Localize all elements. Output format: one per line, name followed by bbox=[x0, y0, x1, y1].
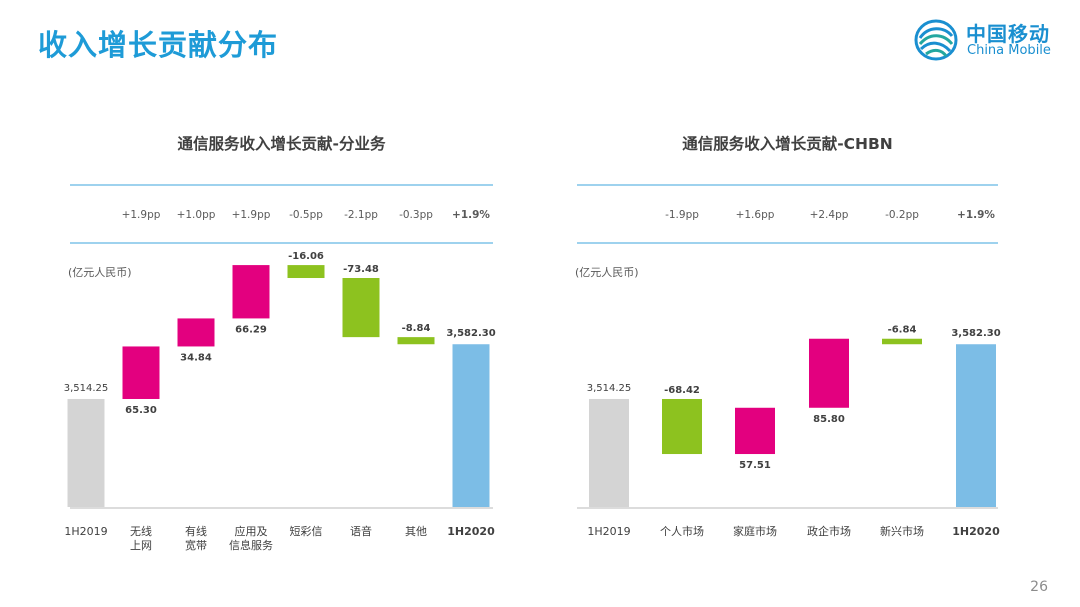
chart1-contribution-1: +1.9pp bbox=[122, 209, 161, 221]
chart2-category-3: 政企市场 bbox=[807, 524, 851, 538]
chart2-category-5: 1H2020 bbox=[952, 525, 1000, 538]
chart1-bar-1 bbox=[122, 346, 160, 399]
chart1-category-3: 应用及信息服务 bbox=[229, 524, 273, 552]
chart1-label-start: 3,514.25 bbox=[64, 383, 109, 394]
chart1-category-0: 1H2019 bbox=[64, 525, 107, 538]
chart1-category-5: 语音 bbox=[350, 524, 372, 538]
chart2-title: 通信服务收入增长贡献-CHBN bbox=[682, 134, 893, 153]
chart1-bar-6 bbox=[397, 337, 435, 345]
chart1-bar-2 bbox=[177, 318, 215, 347]
chart2-contribution-1: -1.9pp bbox=[665, 209, 699, 221]
chart2-unit-label: (亿元人民币) bbox=[575, 266, 639, 279]
chart1-label-end: 3,582.30 bbox=[446, 328, 495, 339]
chart2-category-2: 家庭市场 bbox=[733, 524, 777, 538]
chart2-label-4: -6.84 bbox=[888, 325, 917, 336]
chart1-contribution-6: -0.3pp bbox=[399, 209, 433, 221]
chart2-label-3: 85.80 bbox=[813, 414, 845, 425]
logo-name-cn: 中国移动 bbox=[966, 22, 1050, 46]
page-number: 26 bbox=[1030, 579, 1048, 595]
chart1-bar-start bbox=[67, 398, 105, 507]
chart1-title: 通信服务收入增长贡献-分业务 bbox=[178, 134, 386, 153]
chart2-contribution-4: -0.2pp bbox=[885, 209, 919, 221]
chart2-contribution-2: +1.6pp bbox=[736, 209, 775, 221]
chart1-category-4: 短彩信 bbox=[290, 524, 323, 538]
chart1-category-2: 有线宽带 bbox=[185, 524, 207, 552]
chart2-contribution-3: +2.4pp bbox=[810, 209, 849, 221]
chart1-bar-3 bbox=[232, 265, 270, 319]
chart1-contribution-3: +1.9pp bbox=[232, 209, 271, 221]
chart1-bar-end bbox=[452, 344, 490, 507]
chart2-category-0: 1H2019 bbox=[587, 525, 630, 538]
chart2-bar-1 bbox=[662, 398, 702, 455]
chart1-contribution-5: -2.1pp bbox=[344, 209, 378, 221]
chart1-contribution-7: +1.9% bbox=[452, 209, 490, 221]
chart1-bar-4 bbox=[287, 265, 325, 279]
chart1-category-7: 1H2020 bbox=[447, 525, 495, 538]
chart1-unit-label: (亿元人民币) bbox=[68, 266, 132, 279]
page-title: 收入增长贡献分布 bbox=[38, 28, 279, 62]
chart2-label-2: 57.51 bbox=[739, 460, 771, 471]
logo-name-en: China Mobile bbox=[967, 43, 1051, 58]
chart2-category-1: 个人市场 bbox=[660, 524, 704, 538]
chart1-label-5: -73.48 bbox=[343, 264, 379, 275]
chart1-bar-5 bbox=[342, 278, 380, 338]
chart2-label-end: 3,582.30 bbox=[951, 328, 1000, 339]
china-mobile-logo: 中国移动 China Mobile bbox=[912, 16, 1062, 64]
logo-emblem-icon bbox=[914, 19, 958, 61]
chart1-label-6: -8.84 bbox=[402, 323, 431, 334]
chart2-bar-end bbox=[956, 344, 996, 507]
chart1-category-1: 无线上网 bbox=[130, 524, 152, 552]
chart1-label-4: -16.06 bbox=[288, 251, 324, 262]
chart2-bar-2 bbox=[735, 407, 775, 455]
chart2-label-1: -68.42 bbox=[664, 385, 700, 396]
chart1-category-6: 其他 bbox=[405, 525, 427, 538]
chart1-label-2: 34.84 bbox=[180, 352, 212, 363]
chart2-contribution-5: +1.9% bbox=[957, 209, 995, 221]
chart1-label-1: 65.30 bbox=[125, 405, 157, 416]
chart2-category-4: 新兴市场 bbox=[880, 524, 924, 538]
chart2-label-start: 3,514.25 bbox=[587, 383, 632, 394]
chart1-contribution-4: -0.5pp bbox=[289, 209, 323, 221]
chart2-bar-3 bbox=[809, 338, 849, 408]
chart1-contribution-2: +1.0pp bbox=[177, 209, 216, 221]
chart2-bar-start bbox=[589, 398, 629, 507]
chart2-bar-4 bbox=[882, 338, 922, 345]
chart1-label-3: 66.29 bbox=[235, 324, 267, 335]
